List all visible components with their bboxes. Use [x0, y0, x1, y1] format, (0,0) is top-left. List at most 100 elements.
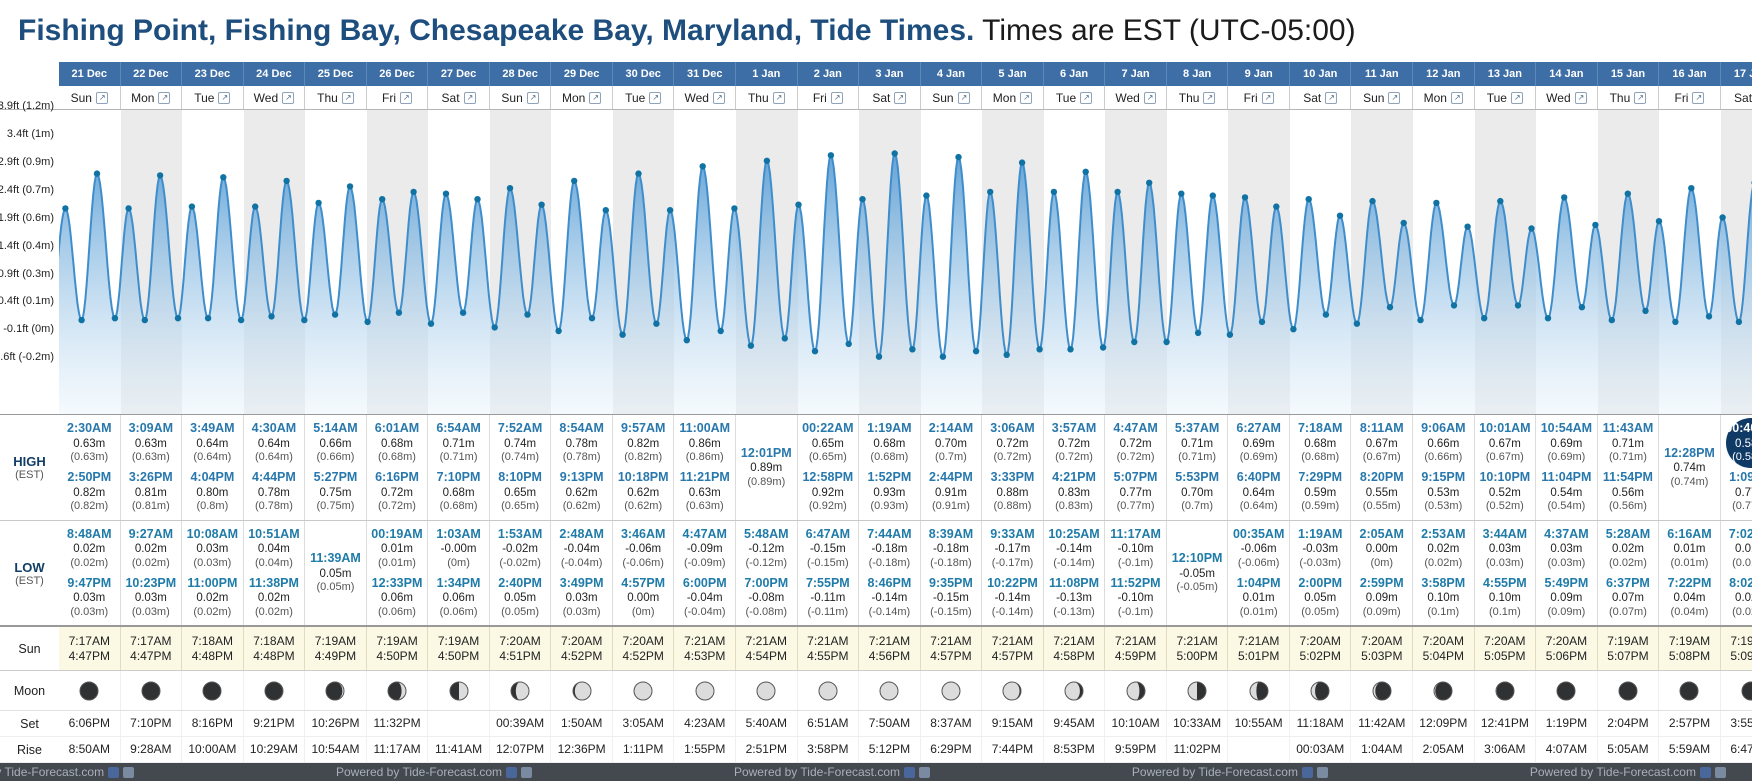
expand-day-icon[interactable] [1020, 91, 1033, 104]
expand-day-icon[interactable] [772, 91, 785, 104]
tide-time: 8:54AM [559, 420, 604, 435]
expand-day-icon[interactable] [158, 91, 171, 104]
date-header-cell[interactable]: 2 Jan [798, 62, 860, 86]
expand-day-icon[interactable] [712, 91, 725, 104]
sunset-time: 4:50PM [376, 649, 418, 663]
expand-day-icon[interactable] [1080, 91, 1093, 104]
expand-day-icon[interactable] [1510, 91, 1523, 104]
date-header-cell[interactable]: 26 Dec [367, 62, 429, 86]
expand-day-icon[interactable] [894, 91, 907, 104]
expand-day-icon[interactable] [1388, 91, 1401, 104]
date-header-cell[interactable]: 24 Dec [244, 62, 306, 86]
date-header-cell[interactable]: 11 Jan [1351, 62, 1414, 86]
date-header-cell[interactable]: 7 Jan [1105, 62, 1167, 86]
date-header-cell[interactable]: 29 Dec [551, 62, 613, 86]
expand-day-icon[interactable] [1634, 91, 1647, 104]
tide-height-alt: (0.03m) [131, 605, 170, 618]
expand-day-icon[interactable] [218, 91, 231, 104]
tide-event: 3:44AM 0.03m (0.03m) [1475, 527, 1536, 571]
expand-day-icon[interactable] [400, 91, 412, 104]
expand-day-icon[interactable] [1261, 91, 1274, 104]
footer-social-icon[interactable] [1301, 766, 1313, 778]
expand-day-icon[interactable] [1574, 91, 1587, 104]
expand-day-icon[interactable] [1325, 91, 1338, 104]
date-header-cell[interactable]: 4 Jan [921, 62, 983, 86]
date-header-cell[interactable]: 1 Jan [736, 62, 798, 86]
date-header-cell[interactable]: 14 Jan [1536, 62, 1598, 86]
tide-time: 9:06AM [1421, 420, 1466, 435]
tide-event: 2:44PM 0.91m (0.91m) [921, 470, 982, 514]
footer-social-icon[interactable] [521, 766, 533, 778]
date-header-cell[interactable]: 5 Jan [982, 62, 1044, 86]
footer-social-icon[interactable] [904, 766, 916, 778]
tide-time: 8:10PM [498, 470, 542, 485]
high-tide-row: HIGH (EST) 2:30AM 0.63m (0.63m) 2:50PM 0.82m… [0, 415, 1752, 521]
day-name-label: Thu [317, 90, 338, 105]
tide-event: 6:54AM 0.71m (0.71m) [428, 421, 489, 465]
tide-height: -0.06m [625, 543, 662, 556]
date-header-cell[interactable]: 3 Jan [859, 62, 921, 86]
tide-height: 0.86m [688, 437, 721, 450]
expand-day-icon[interactable] [463, 91, 476, 104]
expand-day-icon[interactable] [589, 91, 602, 104]
moonrise-time [1228, 737, 1290, 762]
date-header-cell[interactable]: 25 Dec [305, 62, 367, 86]
expand-day-icon[interactable] [830, 91, 843, 104]
expand-day-icon[interactable] [95, 91, 108, 104]
footer-social-icon[interactable] [108, 766, 120, 778]
expand-day-icon[interactable] [1143, 91, 1156, 104]
date-header-cell[interactable]: 23 Dec [182, 62, 244, 86]
date-header-cell[interactable]: 6 Jan [1044, 62, 1106, 86]
expand-day-icon[interactable] [1450, 91, 1463, 104]
moonset-time: 9:45AM [1044, 711, 1106, 736]
moonset-time: 6:06PM [59, 711, 121, 736]
tide-time: 4:47AM [1113, 420, 1158, 435]
date-header-cell[interactable]: 16 Jan [1659, 62, 1721, 86]
sun-times-cell: 7:20AM 5:06PM [1536, 627, 1598, 670]
tide-height-alt: (0.7m) [1181, 500, 1213, 513]
sunset-time: 5:05PM [1484, 649, 1526, 663]
expand-day-icon[interactable] [1203, 91, 1216, 104]
footer-social-icon[interactable] [123, 766, 135, 778]
expand-day-icon[interactable] [341, 91, 354, 104]
footer-social-icon[interactable] [1699, 766, 1711, 778]
expand-day-icon[interactable] [526, 91, 539, 104]
footer-social-icon[interactable] [506, 766, 518, 778]
tide-time: 4:47AM [682, 526, 727, 541]
tide-event: 6:27AM 0.69m (0.69m) [1228, 421, 1289, 465]
high-tide-cell: 5:14AM 0.66m (0.66m) 5:27PM 0.75m (0.75m) [305, 415, 367, 520]
footer-social-icon[interactable] [919, 766, 931, 778]
low-tide-cell: 7:44AM -0.18m (-0.18m) 8:46PM -0.14m (-0.14m) [859, 521, 921, 625]
footer-social-icon[interactable] [1316, 766, 1328, 778]
date-header-cell[interactable]: 22 Dec [121, 62, 183, 86]
date-header-cell[interactable]: 21 Dec [59, 62, 121, 86]
footer-social-icon[interactable] [1714, 766, 1726, 778]
tide-height: 0.01m [381, 543, 413, 556]
expand-day-icon[interactable] [1692, 91, 1705, 104]
tide-event: 2:00PM 0.05m (0.05m) [1290, 576, 1351, 620]
date-header-cell[interactable]: 15 Jan [1598, 62, 1660, 86]
date-header-cell[interactable]: 28 Dec [490, 62, 552, 86]
sunset-time: 5:02PM [1299, 649, 1341, 663]
date-header-cell[interactable]: 10 Jan [1290, 62, 1352, 86]
date-header-cell[interactable]: 13 Jan [1475, 62, 1537, 86]
tide-time: 1:04PM [1236, 575, 1281, 590]
day-header-cell: Mon [551, 86, 613, 109]
tide-time: 6:54AM [436, 420, 481, 435]
tide-height-alt: (-0.18m) [868, 556, 911, 569]
date-header-cell[interactable]: 8 Jan [1167, 62, 1229, 86]
date-header-cell[interactable]: 17 Jan [1721, 62, 1752, 86]
tide-height-alt: (0.64m) [193, 450, 232, 463]
tide-event: 2:40PM 0.05m (0.05m) [490, 576, 551, 620]
tide-event: 4:55PM 0.10m (0.1m) [1475, 576, 1536, 620]
date-header-cell[interactable]: 30 Dec [613, 62, 675, 86]
expand-day-icon[interactable] [649, 91, 662, 104]
tide-height-alt: (0.02m) [254, 605, 293, 618]
expand-day-icon[interactable] [957, 91, 970, 104]
date-header-cell[interactable]: 12 Jan [1413, 62, 1475, 86]
date-header-cell[interactable]: 9 Jan [1228, 62, 1290, 86]
date-header-cell[interactable]: 27 Dec [428, 62, 490, 86]
tide-height: 0.56m [1611, 487, 1644, 499]
date-header-cell[interactable]: 31 Dec [674, 62, 737, 86]
expand-day-icon[interactable] [282, 91, 295, 104]
